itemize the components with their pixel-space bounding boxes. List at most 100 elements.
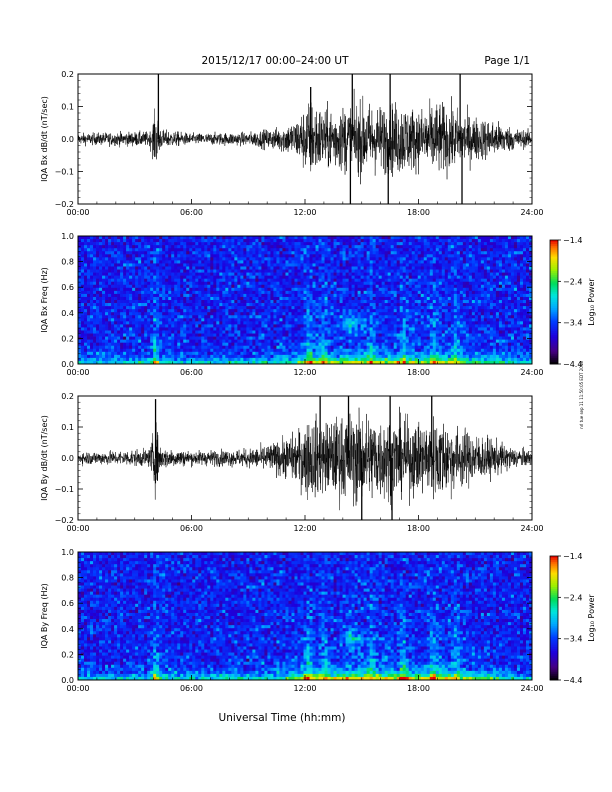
spectrogram-cell	[177, 351, 181, 356]
spectrogram-cell	[114, 263, 118, 267]
spectrogram-cell	[321, 284, 325, 289]
spectrogram-cell	[381, 318, 386, 322]
spectrogram-cell	[132, 300, 136, 304]
spectrogram-cell	[303, 290, 307, 295]
spectrogram-cell	[156, 336, 160, 340]
spectrogram-cell	[111, 357, 115, 362]
spectrogram-cell	[360, 296, 364, 301]
spectrogram-cell	[90, 342, 94, 347]
spectrogram-cell	[90, 266, 94, 270]
spectrogram-cell	[252, 284, 256, 289]
spectrogram-cell	[135, 278, 139, 283]
spectrogram-cell	[351, 266, 355, 270]
spectrogram-cell	[276, 312, 280, 316]
spectrogram-cell	[198, 257, 202, 261]
spectrogram-cell	[156, 333, 160, 337]
spectrogram-cell	[108, 345, 112, 350]
spectrogram-cell	[354, 281, 358, 286]
spectrogram-cell	[255, 321, 259, 325]
spectrogram-cell	[135, 354, 139, 359]
spectrogram-cell	[375, 360, 380, 365]
spectrogram-cell	[387, 281, 392, 286]
spectrogram-cell	[102, 245, 106, 249]
spectrogram-cell	[159, 351, 163, 356]
spectrogram-cell	[321, 330, 325, 334]
spectrogram-cell	[303, 260, 307, 264]
spectrogram-cell	[258, 290, 262, 295]
spectrogram-cell	[279, 272, 283, 276]
spectrogram-cell	[336, 309, 340, 313]
spectrogram-cell	[105, 339, 109, 344]
spectrogram-cell	[336, 236, 340, 240]
spectrogram-cell	[417, 287, 422, 292]
spectrogram-cell	[186, 296, 190, 301]
spectrogram-cell	[279, 309, 283, 313]
spectrogram-cell	[381, 284, 386, 289]
spectrogram-cell	[369, 272, 373, 276]
spectrogram-cell	[105, 360, 109, 365]
spectrogram-cell	[288, 296, 292, 301]
spectrogram-cell	[402, 269, 407, 273]
spectrogram-cell	[120, 287, 124, 292]
spectrogram-cell	[273, 242, 277, 246]
spectrogram-cell	[315, 360, 319, 365]
spectrogram-cell	[144, 257, 148, 261]
spectrogram-cell	[408, 290, 413, 295]
spectrogram-cell	[357, 339, 361, 344]
spectrogram-cell	[408, 254, 413, 258]
spectrogram-cell	[255, 293, 259, 298]
spectrogram-cell	[378, 360, 383, 365]
spectrogram-cell	[87, 275, 91, 280]
spectrogram-cell	[150, 287, 154, 292]
spectrogram-cell	[402, 260, 407, 264]
spectrogram-cell	[294, 306, 298, 310]
spectrogram-cell	[111, 333, 115, 337]
spectrogram-cell	[144, 284, 148, 289]
spectrogram-cell	[318, 266, 322, 270]
spectrogram-cell	[252, 254, 256, 258]
spectrogram-cell	[159, 281, 163, 286]
spectrogram-cell	[240, 293, 244, 298]
spectrogram-cell	[348, 357, 352, 362]
spectrogram-cell	[213, 357, 217, 362]
spectrogram-cell	[414, 348, 419, 353]
spectrogram-cell	[114, 272, 118, 276]
spectrogram-cell	[243, 312, 247, 316]
spectrogram-cell	[303, 303, 307, 307]
spectrogram-cell	[423, 290, 428, 295]
spectrogram-cell	[189, 309, 193, 313]
spectrogram-cell	[93, 269, 97, 273]
spectrogram-cell	[183, 269, 187, 273]
spectrogram-cell	[117, 360, 121, 365]
spectrogram-cell	[195, 284, 199, 289]
bx-waveform-trace	[77, 88, 533, 185]
spectrogram-cell	[207, 245, 211, 249]
spectrogram-cell	[315, 303, 319, 307]
spectrogram-cell	[399, 272, 404, 276]
spectrogram-cell	[210, 260, 214, 264]
spectrogram-cell	[216, 251, 220, 255]
spectrogram-cell	[411, 321, 416, 325]
spectrogram-cell	[240, 242, 244, 246]
spectrogram-cell	[219, 239, 223, 243]
spectrogram-cell	[258, 321, 262, 325]
spectrogram-cell	[99, 236, 103, 240]
spectrogram-cell	[204, 348, 208, 353]
spectrogram-cell	[402, 339, 407, 344]
spectrogram-cell	[351, 324, 355, 328]
spectrogram-cell	[138, 327, 142, 331]
spectrogram-cell	[168, 257, 172, 261]
spectrogram-cell	[264, 284, 268, 289]
spectrogram-cell	[297, 330, 301, 334]
spectrogram-cell	[93, 321, 97, 325]
spectrogram-cell	[312, 345, 316, 350]
spectrogram-cell	[255, 281, 259, 286]
spectrogram-cell	[303, 327, 307, 331]
spectrogram-cell	[192, 339, 196, 344]
spectrogram-cell	[111, 248, 115, 252]
spectrogram-cell	[225, 236, 229, 240]
spectrogram-cell	[288, 293, 292, 298]
spectrogram-cell	[135, 333, 139, 337]
spectrogram-cell	[417, 248, 422, 252]
spectrogram-cell	[111, 263, 115, 267]
